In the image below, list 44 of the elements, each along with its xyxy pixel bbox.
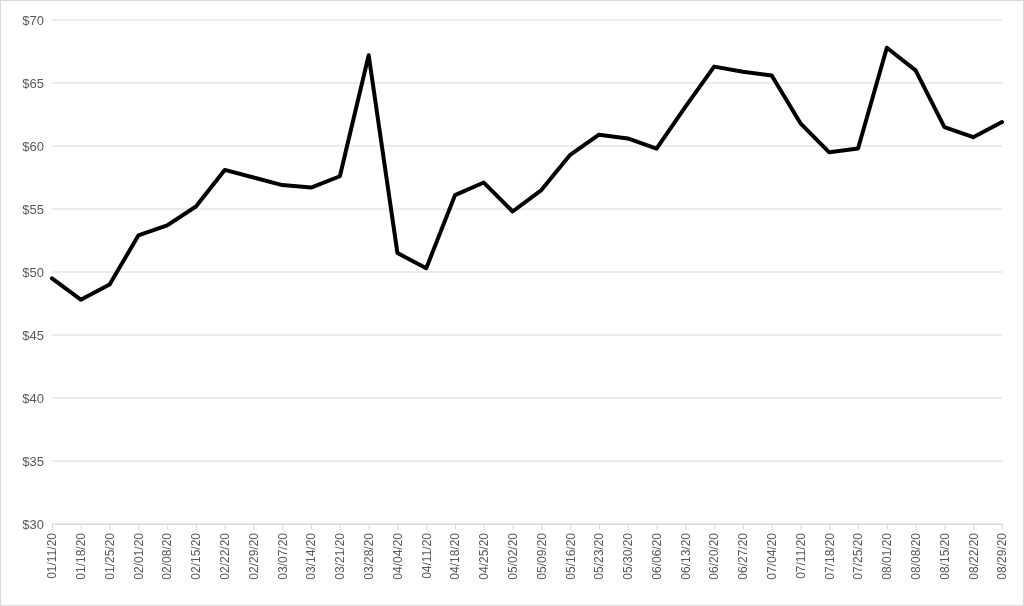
x-tick-label: 06/20/20 xyxy=(707,532,722,580)
x-tick-label: 08/15/20 xyxy=(937,532,952,580)
x-tick-label: 02/15/20 xyxy=(189,532,204,580)
x-tick-label: 08/08/20 xyxy=(908,532,923,580)
x-tick-label: 03/28/20 xyxy=(362,532,377,580)
x-tick-label: 04/18/20 xyxy=(448,532,463,580)
x-tick-label: 03/14/20 xyxy=(304,532,319,580)
y-tick-label: $65 xyxy=(22,75,44,91)
y-tick-label: $70 xyxy=(22,12,44,28)
y-tick-label: $45 xyxy=(22,327,44,343)
x-tick-label: 06/13/20 xyxy=(678,532,693,580)
x-tick-label: 02/29/20 xyxy=(246,532,261,580)
x-tick-label: 01/11/20 xyxy=(45,532,60,579)
x-tick-label: 07/18/20 xyxy=(822,532,837,580)
x-tick-label: 07/11/20 xyxy=(793,532,808,579)
x-tick-label: 03/21/20 xyxy=(333,532,348,580)
x-tick-label: 04/04/20 xyxy=(390,532,405,580)
x-tick-label: 02/08/20 xyxy=(160,532,175,580)
x-tick-label: 02/01/20 xyxy=(131,532,146,580)
x-tick-label: 05/09/20 xyxy=(534,532,549,580)
x-tick-label: 08/29/20 xyxy=(995,532,1010,580)
x-tick-label: 05/02/20 xyxy=(505,532,520,580)
x-tick-label: 07/04/20 xyxy=(765,532,780,580)
x-tick-label: 01/25/20 xyxy=(102,532,117,580)
y-tick-label: $40 xyxy=(22,390,44,406)
x-tick-label: 05/23/20 xyxy=(592,532,607,580)
x-tick-label: 03/07/20 xyxy=(275,532,290,580)
x-tick-label: 05/30/20 xyxy=(621,532,636,580)
x-tick-label: 06/06/20 xyxy=(649,532,664,580)
x-tick-label: 04/11/20 xyxy=(419,532,434,579)
x-tick-label: 06/27/20 xyxy=(736,532,751,580)
x-tick-label: 07/25/20 xyxy=(851,532,866,580)
x-tick-label: 01/18/20 xyxy=(74,532,89,580)
x-tick-label: 04/25/20 xyxy=(477,532,492,580)
y-tick-label: $35 xyxy=(22,453,44,469)
x-tick-label: 02/22/20 xyxy=(218,532,233,580)
y-tick-label: $50 xyxy=(22,264,44,280)
x-tick-label: 08/22/20 xyxy=(966,532,981,580)
y-tick-label: $60 xyxy=(22,138,44,154)
line-series xyxy=(50,45,1004,302)
y-tick-label: $30 xyxy=(22,516,44,532)
x-tick-label: 08/01/20 xyxy=(880,532,895,580)
x-tick-label: 05/16/20 xyxy=(563,532,578,580)
y-tick-label: $55 xyxy=(22,201,44,217)
